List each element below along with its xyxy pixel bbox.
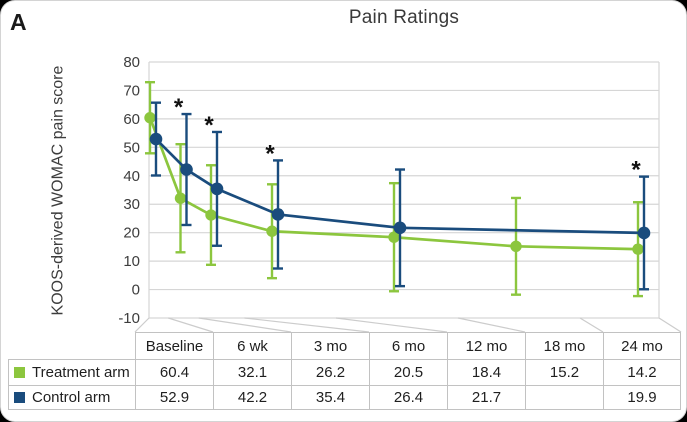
y-tick-label: 30 bbox=[123, 196, 140, 213]
connector-line bbox=[658, 317, 682, 333]
row-label-treatment-arm: Treatment arm bbox=[8, 359, 135, 385]
table-cell: 15.2 bbox=[525, 359, 603, 385]
table-cell: 42.2 bbox=[213, 385, 291, 410]
connector-line bbox=[457, 317, 526, 333]
connector-line bbox=[579, 317, 604, 333]
axis-lines bbox=[148, 62, 660, 318]
connector-line bbox=[134, 317, 150, 333]
connector-line bbox=[198, 317, 292, 333]
table-cell: 14.2 bbox=[603, 359, 681, 385]
significance-asterisk: * bbox=[631, 157, 641, 184]
significance-asterisk: * bbox=[265, 140, 275, 167]
y-tick-label: 10 bbox=[123, 253, 140, 270]
data-point bbox=[205, 209, 217, 221]
y-tick-label: 20 bbox=[123, 225, 140, 242]
data-table: Baseline 6 wk 3 mo 6 mo 12 mo 18 mo 24 m… bbox=[8, 332, 681, 410]
significance-asterisk: * bbox=[174, 94, 184, 121]
table-header-cell: 12 mo bbox=[447, 332, 525, 359]
table-cell: 60.4 bbox=[135, 359, 213, 385]
table-cell: 18.4 bbox=[447, 359, 525, 385]
data-point bbox=[266, 225, 278, 237]
data-points-treatment-arm bbox=[144, 112, 644, 255]
data-point bbox=[149, 132, 163, 146]
data-point bbox=[388, 231, 400, 243]
table-cell: 32.1 bbox=[213, 359, 291, 385]
table-header-cell: 6 mo bbox=[369, 332, 447, 359]
y-tick-label: 0 bbox=[132, 282, 140, 299]
table-cell: 26.2 bbox=[291, 359, 369, 385]
data-point bbox=[637, 226, 651, 240]
row-label-text: Treatment arm bbox=[32, 364, 130, 381]
data-point bbox=[393, 221, 407, 235]
table-cell: 19.9 bbox=[603, 385, 681, 410]
data-point bbox=[174, 192, 187, 204]
data-point bbox=[271, 208, 285, 221]
data-point bbox=[180, 163, 193, 176]
y-tick-labels: -10 0 10 20 30 40 50 60 70 80 bbox=[118, 54, 140, 327]
table-header-cell: 24 mo bbox=[603, 332, 681, 359]
table-header-cell: 18 mo bbox=[525, 332, 603, 359]
table-cell: 35.4 bbox=[291, 385, 369, 410]
row-label-text: Control arm bbox=[32, 389, 111, 406]
table-header-cell: Baseline bbox=[135, 332, 213, 359]
table-cell: 52.9 bbox=[135, 385, 213, 410]
y-tick-label: 40 bbox=[123, 168, 140, 185]
significance-asterisk: * bbox=[204, 112, 214, 139]
y-tick-label: 60 bbox=[123, 111, 140, 128]
table-corner-spacer bbox=[8, 332, 135, 359]
gridlines bbox=[149, 61, 659, 319]
row-label-control-arm: Control arm bbox=[8, 385, 135, 410]
table-header-cell: 6 wk bbox=[213, 332, 291, 359]
connector-line bbox=[168, 317, 214, 333]
y-tick-label: 50 bbox=[123, 139, 140, 156]
axis-to-table-connectors bbox=[134, 317, 682, 333]
table-cell bbox=[525, 385, 603, 410]
data-point bbox=[632, 243, 644, 255]
table-cell: 20.5 bbox=[369, 359, 447, 385]
table-header-cell: 3 mo bbox=[291, 332, 369, 359]
data-point bbox=[510, 240, 522, 253]
connector-line bbox=[244, 317, 370, 333]
data-point bbox=[210, 182, 224, 196]
significance-markers: * * * * bbox=[174, 94, 642, 184]
table-cell: 26.4 bbox=[369, 385, 447, 410]
connector-line bbox=[335, 317, 448, 333]
table-cell: 21.7 bbox=[447, 385, 525, 410]
y-tick-label: -10 bbox=[118, 310, 140, 327]
control-legend-swatch-icon bbox=[14, 392, 25, 403]
series-line-control-arm bbox=[155, 138, 645, 235]
chart-title: Pain Ratings bbox=[348, 7, 460, 28]
data-point bbox=[144, 112, 156, 124]
data-points-control-arm bbox=[149, 132, 651, 240]
y-tick-label: 70 bbox=[123, 82, 140, 99]
y-tick-label: 80 bbox=[123, 54, 140, 71]
treatment-legend-swatch-icon bbox=[14, 367, 25, 378]
panel-label: A bbox=[10, 9, 27, 35]
